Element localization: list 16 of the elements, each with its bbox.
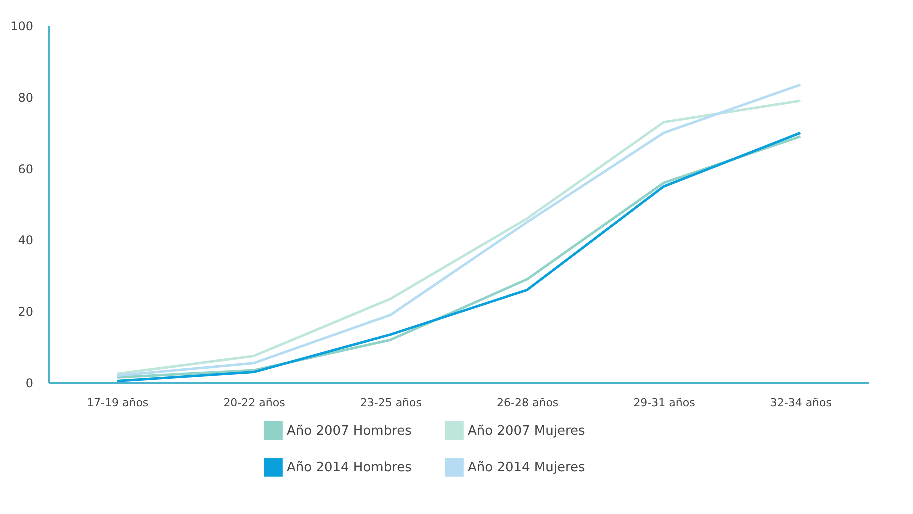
x-tick-label: 17-19 años [87, 396, 149, 410]
legend-label: Año 2014 Mujeres [468, 460, 586, 476]
legend-label: Año 2007 Hombres [287, 424, 412, 439]
x-tick-label: 20-22 años [224, 396, 286, 410]
legend-label: Año 2007 Mujeres [468, 424, 586, 439]
y-tick-label: 0 [26, 376, 34, 390]
x-tick-label: 26-28 años [497, 396, 559, 410]
y-tick-label: 80 [18, 90, 34, 105]
y-tick-label: 100 [10, 20, 34, 34]
y-tick-label: 20 [18, 305, 34, 320]
y-tick-label: 60 [18, 162, 34, 176]
y-tick-label: 40 [18, 234, 34, 248]
x-tick-label: 32-34 años [770, 396, 832, 410]
x-tick-label: 29-31 años [634, 396, 696, 410]
legend-label: Año 2014 Hombres [287, 460, 412, 476]
x-tick-label: 23-25 años [360, 396, 422, 410]
